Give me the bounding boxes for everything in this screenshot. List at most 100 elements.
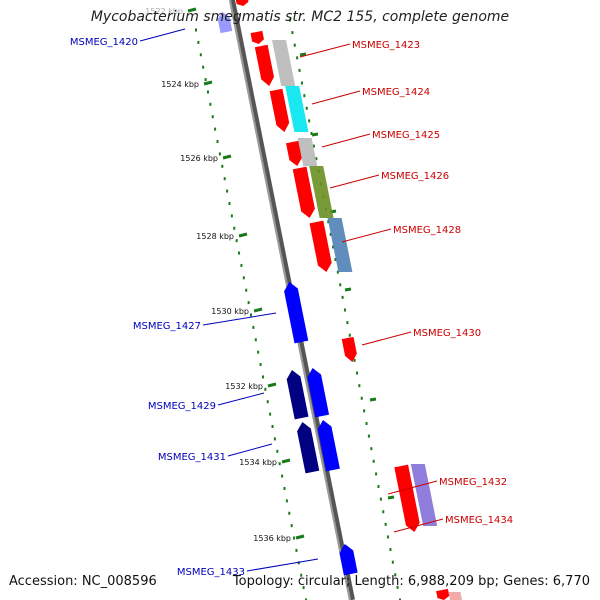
gene-arrow-forward[interactable]	[394, 464, 420, 532]
outer-tick	[369, 397, 377, 402]
kbp-tick	[295, 534, 305, 540]
track-dot	[197, 40, 200, 44]
track-dot	[303, 94, 306, 98]
outer-tick	[311, 132, 319, 137]
gene-arrow-reverse[interactable]	[339, 544, 358, 576]
track-dot	[290, 524, 293, 528]
cog-box[interactable]	[327, 218, 353, 272]
track-dot	[300, 573, 303, 577]
track-dot	[206, 90, 209, 94]
track-dot	[382, 510, 385, 514]
gene-arrow-reverse[interactable]	[317, 420, 340, 472]
track-dot	[221, 164, 224, 168]
track-dot	[295, 548, 298, 552]
kbp-tick-label: 1530 kbp	[211, 307, 249, 316]
kbp-tick	[203, 80, 213, 86]
cog-box[interactable]	[448, 592, 462, 600]
outer-tick	[344, 287, 352, 292]
track-dot	[298, 68, 301, 72]
track-dot	[341, 295, 344, 299]
cog-box[interactable]	[410, 464, 438, 526]
track-dot	[289, 18, 291, 22]
kbp-tick-label: 1536 kbp	[253, 534, 291, 543]
kbp-tick-label: 1534 kbp	[239, 458, 277, 467]
topology-text: Topology: circular; Length: 6,988,209 bp…	[232, 574, 590, 589]
track-dot	[235, 239, 238, 243]
gene-arrow-forward[interactable]	[254, 44, 275, 86]
accession-text: Accession: NC_008596	[9, 574, 157, 589]
track-dot	[300, 81, 303, 85]
track-dot	[257, 350, 260, 354]
track-dot	[355, 371, 358, 375]
cog-box[interactable]	[272, 40, 296, 86]
track-dot	[242, 276, 245, 280]
gene-label-reverse[interactable]: MSMEG_1431	[158, 452, 226, 463]
track-dot	[238, 251, 241, 255]
track-dot	[302, 586, 305, 590]
gene-arrow-forward[interactable]	[436, 588, 450, 600]
cog-box[interactable]	[309, 166, 334, 218]
kbp-tick	[281, 458, 291, 464]
gene-label-forward[interactable]: MSMEG_1432	[439, 477, 507, 488]
gene-label-reverse[interactable]: MSMEG_1433	[177, 567, 245, 578]
track-dot	[336, 270, 339, 274]
gene-leader-line	[321, 133, 371, 148]
cog-box[interactable]	[297, 138, 318, 166]
gene-arrow-reverse[interactable]	[217, 12, 233, 34]
track-dot	[273, 437, 276, 441]
gene-leader-line	[361, 331, 412, 346]
gene-leader-line	[202, 312, 277, 326]
track-dot	[261, 375, 264, 379]
gene-arrow-reverse[interactable]	[284, 282, 309, 344]
gene-arrow-forward[interactable]	[341, 336, 357, 362]
track-dot	[276, 449, 279, 453]
track-dot	[296, 56, 299, 60]
track-dot	[329, 232, 332, 236]
track-dot	[370, 447, 373, 451]
gene-arrow-forward[interactable]	[269, 88, 290, 132]
gene-arrow-forward[interactable]	[235, 0, 249, 6]
track-dot	[375, 472, 378, 476]
gene-leader-line	[393, 518, 444, 533]
gene-leader-line	[227, 443, 273, 457]
kbp-tick-label: 1526 kbp	[180, 154, 218, 163]
track-dot	[288, 511, 291, 515]
gene-label-forward[interactable]: MSMEG_1430	[413, 328, 481, 339]
gene-arrow-forward[interactable]	[250, 30, 264, 44]
gene-arrow-forward[interactable]	[309, 220, 332, 272]
gene-arrow-forward[interactable]	[286, 140, 303, 166]
track-dot	[228, 201, 231, 205]
track-dot	[346, 321, 349, 325]
gene-label-reverse[interactable]: MSMEG_1429	[148, 401, 216, 412]
kbp-tick-label: 1532 kbp	[225, 382, 263, 391]
track-dot	[348, 333, 351, 337]
track-dot	[202, 65, 205, 69]
track-dot	[247, 301, 250, 305]
gene-arrow-reverse[interactable]	[297, 422, 320, 474]
track-dot	[310, 131, 313, 135]
track-dot	[278, 462, 281, 466]
gene-label-forward[interactable]: MSMEG_1423	[352, 40, 420, 51]
gene-arrow-reverse[interactable]	[307, 368, 330, 418]
gene-label-forward[interactable]: MSMEG_1424	[362, 87, 430, 98]
track-dot	[365, 421, 368, 425]
outer-tick	[299, 52, 307, 57]
gene-label-forward[interactable]: MSMEG_1428	[393, 225, 461, 236]
gene-label-reverse[interactable]: MSMEG_1420	[70, 37, 138, 48]
gene-leader-line	[329, 174, 380, 189]
cog-box[interactable]	[285, 86, 309, 132]
gene-label-reverse[interactable]: MSMEG_1427	[133, 321, 201, 332]
track-dot	[223, 177, 226, 181]
kbp-tick-label: 1524 kbp	[161, 80, 199, 89]
track-dot	[305, 106, 308, 110]
gene-label-forward[interactable]: MSMEG_1434	[445, 515, 513, 526]
gene-arrow-reverse[interactable]	[286, 370, 309, 420]
track-dot	[379, 497, 382, 501]
track-dot	[264, 387, 267, 391]
gene-label-forward[interactable]: MSMEG_1425	[372, 130, 440, 141]
track-dot	[214, 127, 217, 131]
gene-label-forward[interactable]: MSMEG_1426	[381, 171, 449, 182]
track-dot	[327, 220, 330, 224]
gene-arrow-forward[interactable]	[292, 166, 315, 218]
